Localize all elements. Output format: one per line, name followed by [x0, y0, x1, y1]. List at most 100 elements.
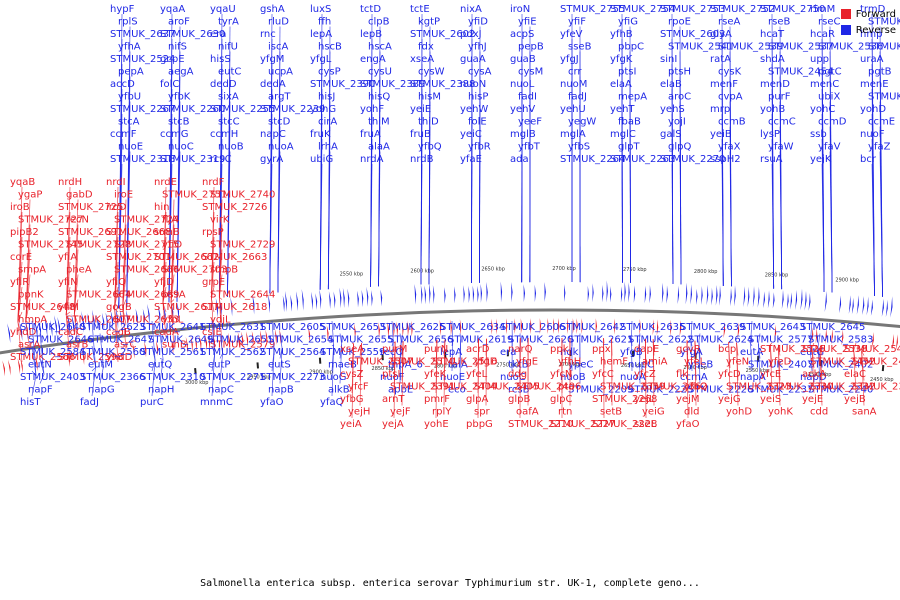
reverse-gene-leader [271, 345, 275, 350]
reverse-gene-label: STMUK_2403 [20, 372, 85, 383]
reverse-gene-arrow [7, 323, 11, 344]
reverse-gene-label: STMUK_2637 [110, 29, 175, 40]
reverse-gene-label: eutC [218, 67, 241, 78]
scale-tick-label: 2850 kbp [372, 366, 396, 372]
forward-gene-leader [65, 314, 71, 363]
reverse-gene-arrow [523, 284, 525, 303]
forward-gene-arrow [567, 318, 569, 334]
reverse-gene-label: yohG [310, 104, 336, 115]
reverse-gene-label: pdxJ [460, 29, 482, 40]
forward-gene-leader [162, 261, 167, 304]
forward-gene-leader [736, 342, 739, 406]
forward-gene-label: STMUK_2538 [802, 344, 867, 355]
reverse-gene-label: yeiB [710, 129, 732, 140]
reverse-gene-label: argT [268, 92, 291, 103]
forward-gene-arrow [208, 334, 211, 351]
reverse-gene-label: nuoE [118, 142, 143, 153]
reverse-gene-label: rnc [260, 29, 276, 40]
reverse-gene-arrow [380, 289, 383, 307]
reverse-gene-arrow [319, 289, 322, 310]
forward-gene-arrow [656, 319, 659, 336]
forward-gene-arrow [67, 351, 70, 367]
reverse-gene-label: STMUK_2564 [260, 347, 325, 358]
forward-gene-leader [219, 249, 223, 298]
forward-gene-arrow [402, 321, 404, 338]
reverse-gene-label: luxS [310, 4, 331, 15]
forward-gene-label: glpB [508, 394, 530, 405]
scale-tick [256, 362, 259, 369]
reverse-gene-label: STMUK_2640 [20, 322, 85, 333]
reverse-gene-label: yfiG [618, 17, 638, 28]
reverse-gene-label: uraA [860, 54, 884, 65]
forward-gene-label: STMUK_2691 [58, 227, 123, 238]
forward-gene-leader [65, 311, 71, 316]
forward-gene-label: STMUK_2745 [18, 240, 83, 251]
forward-gene-label: yejA [382, 419, 404, 430]
reverse-gene-label: gshA [260, 4, 285, 15]
reverse-gene-label: STMUK_2407 [748, 360, 813, 371]
reverse-gene-label: STMUK_2209 [568, 385, 633, 396]
reverse-gene-leader [459, 339, 462, 384]
forward-gene-label: yeiG [642, 407, 665, 418]
reverse-gene-leader [690, 320, 693, 341]
reverse-gene-label: STMUK_2631 [200, 322, 265, 333]
forward-gene-arrow [547, 318, 549, 334]
forward-gene-label: STMUK_2359 [600, 382, 665, 393]
reverse-gene-leader [159, 358, 164, 360]
forward-gene-arrow [17, 358, 21, 374]
forward-gene-arrow [156, 340, 159, 356]
forward-gene-label: yfaO [676, 419, 700, 430]
reverse-gene-label: pepB [518, 42, 544, 53]
reverse-gene-label: STMUK_2584 [20, 347, 85, 358]
reverse-gene-arrow [230, 297, 233, 317]
legend-reverse-label: Reverse [855, 24, 896, 36]
reverse-gene-leader [31, 375, 37, 397]
scale-tick-label: 2900 kbp [309, 370, 333, 376]
reverse-gene-arrow [301, 289, 304, 311]
reverse-gene-label: glyA [710, 29, 732, 40]
forward-gene-leader [114, 261, 119, 309]
forward-gene-arrow [652, 319, 655, 336]
reverse-gene-arrow [463, 285, 465, 304]
reverse-gene-label: STMUK_2638 [868, 17, 900, 28]
forward-gene-label: STMUK_2526 [760, 344, 825, 355]
reverse-gene-leader [118, 163, 123, 309]
reverse-gene-leader [631, 338, 633, 372]
forward-gene-label: virK [210, 215, 230, 226]
reverse-gene-leader [211, 354, 216, 397]
forward-gene-label: STMUK_2516 [432, 357, 497, 368]
reverse-gene-leader [629, 151, 631, 283]
forward-gene-leader [694, 340, 697, 406]
reverse-gene-label: sinI [660, 54, 677, 65]
reverse-gene-label: elaB [660, 79, 682, 90]
forward-gene-label: asrA [18, 340, 40, 351]
reverse-gene-label: mglB [510, 129, 536, 140]
forward-gene-arrow [639, 319, 641, 335]
scale-tick-label: 2800 kbp [434, 364, 458, 370]
reverse-gene-arrow [71, 313, 75, 334]
reverse-gene-arrow [342, 287, 345, 309]
forward-gene-arrow [132, 342, 135, 359]
reverse-gene-leader [459, 333, 462, 340]
reverse-gene-label: STMUK_2239 [260, 104, 325, 115]
reverse-gene-label: fadJ [568, 92, 587, 103]
forward-gene-label: amiA [642, 357, 668, 368]
forward-gene-arrow [614, 318, 616, 335]
reverse-gene-leader [809, 345, 813, 348]
forward-gene-label: STMUK_2210 [508, 419, 573, 430]
reverse-gene-label: STMUK_2654 [268, 335, 333, 346]
reverse-gene-label: nuoA [268, 142, 294, 153]
forward-gene-leader [162, 303, 167, 338]
reverse-gene-label: STMUK_2237 [748, 385, 813, 396]
reverse-gene-label: ffh [318, 17, 331, 28]
forward-gene-label: STMUK_2633 [114, 315, 179, 326]
reverse-gene-arrow [115, 307, 119, 329]
reverse-gene-arrow [432, 285, 435, 304]
forward-gene-arrow [308, 326, 311, 343]
forward-gene-leader [73, 313, 79, 325]
reverse-gene-label: xseA [410, 54, 434, 65]
forward-gene-label: STMUK_2701 [106, 252, 171, 263]
reverse-gene-arrow [371, 290, 373, 307]
forward-gene-label: STMUK_2406 [516, 382, 581, 393]
forward-gene-label: yfiN [58, 277, 78, 288]
